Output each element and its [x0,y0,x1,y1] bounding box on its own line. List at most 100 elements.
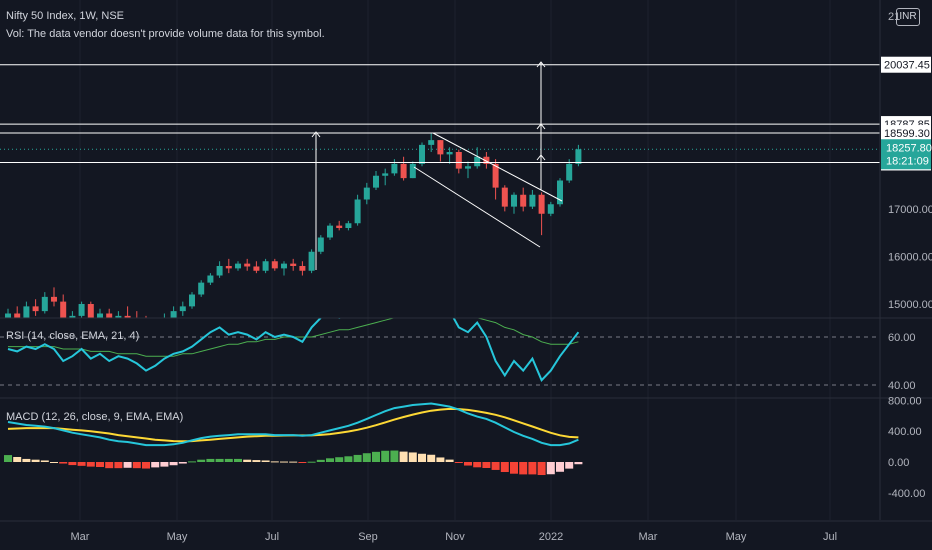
candle-body[interactable] [134,318,140,323]
candle-body[interactable] [253,266,260,271]
rsi-pane[interactable] [0,294,932,399]
candle-body[interactable] [492,163,499,188]
candle-body[interactable] [419,144,425,164]
candle-body[interactable] [281,263,287,269]
candle-body[interactable] [262,261,269,271]
macd-histogram-bar[interactable] [473,462,482,468]
candle-body[interactable] [446,152,453,155]
candle-body[interactable] [152,325,158,332]
candle-body[interactable] [575,149,582,164]
candle-body[interactable] [235,263,241,269]
candle-body[interactable] [198,282,205,295]
macd-histogram-bar[interactable] [22,458,31,462]
candle-body[interactable] [225,266,232,269]
macd-histogram-bar[interactable] [427,454,436,462]
macd-histogram-bar[interactable] [353,454,362,462]
macd-histogram-bar[interactable] [280,461,288,463]
candle-body[interactable] [179,306,186,312]
macd-histogram-bar[interactable] [408,452,417,462]
candle-body[interactable] [538,194,545,214]
candle-body[interactable] [501,187,508,207]
macd-histogram-bar[interactable] [307,461,316,463]
candle-body[interactable] [428,140,435,145]
candle-body[interactable] [566,163,573,181]
macd-histogram-bar[interactable] [436,457,445,462]
candle-body[interactable] [363,187,370,200]
candle-body[interactable] [216,266,223,276]
candle-body[interactable] [336,225,343,228]
candle-body[interactable] [511,194,517,207]
macd-histogram-bar[interactable] [68,462,77,466]
candle-body[interactable] [373,175,379,188]
macd-histogram-bar[interactable] [215,458,224,462]
candle-body[interactable] [5,313,11,324]
candle-body[interactable] [97,313,103,319]
candle-body[interactable] [529,194,536,207]
candle-body[interactable] [41,296,48,312]
candle-body[interactable] [557,180,563,205]
macd-histogram-bar[interactable] [519,462,528,475]
macd-histogram-bar[interactable] [40,460,49,462]
macd-histogram-bar[interactable] [316,459,325,462]
macd-histogram-bar[interactable] [399,451,408,462]
macd-histogram-bar[interactable] [96,462,104,468]
macd-line[interactable] [7,402,579,447]
macd-histogram-bar[interactable] [381,450,390,462]
candle-body[interactable] [520,194,527,207]
candle-body[interactable] [106,313,113,321]
macd-histogram-bar[interactable] [556,462,564,472]
macd-histogram-bar[interactable] [372,451,380,462]
candle-body[interactable] [87,304,94,318]
macd-histogram-bar[interactable] [289,461,298,463]
candle-body[interactable] [189,294,195,307]
macd-histogram-bar[interactable] [188,461,196,463]
rsi-line[interactable] [7,294,580,382]
macd-histogram-bar[interactable] [445,459,454,462]
candle-body[interactable] [455,152,462,169]
macd-histogram-bar[interactable] [178,462,187,464]
macd-histogram-bar[interactable] [105,462,114,469]
macd-histogram-bar[interactable] [270,461,279,463]
macd-histogram-bar[interactable] [454,462,463,463]
time-axis[interactable]: Mar May Jul Sep Nov 2022 Mar May Jul [0,520,932,543]
macd-histogram-bar[interactable] [142,462,150,469]
macd-histogram-bar[interactable] [31,459,40,462]
candle-body[interactable] [124,315,131,318]
macd-histogram-bar[interactable] [335,457,344,462]
candle-body[interactable] [60,301,67,323]
candle-body[interactable] [78,304,85,316]
macd-histogram-bar[interactable] [197,459,206,462]
price-plot-area[interactable] [5,133,582,337]
candle-body[interactable] [465,166,471,169]
candle-body[interactable] [115,315,122,321]
macd-histogram-bar[interactable] [500,462,509,473]
level-price-badge[interactable] [881,56,931,73]
macd-pane[interactable] [4,402,583,476]
price-axis[interactable]: 2117000.0016000.0015000.0020037.4518787.… [879,0,932,520]
macd-histogram-bar[interactable] [224,458,233,462]
horizontal-levels[interactable] [0,64,880,163]
macd-histogram-bar[interactable] [252,460,261,462]
macd-histogram-bar[interactable] [482,462,491,469]
candle-body[interactable] [143,323,149,333]
candle-body[interactable] [308,251,315,271]
candle-body[interactable] [437,140,444,155]
candle-body[interactable] [161,318,167,325]
macd-histogram-bar[interactable] [169,462,178,466]
candle-body[interactable] [409,163,416,179]
macd-histogram-bar[interactable] [86,462,95,467]
macd-histogram-bar[interactable] [491,462,500,470]
candle-body[interactable] [317,237,324,252]
macd-histogram-bar[interactable] [132,462,141,469]
macd-histogram-bar[interactable] [565,462,574,469]
macd-histogram-bar[interactable] [13,456,22,462]
macd-histogram-bar[interactable] [546,462,555,475]
candle-body[interactable] [391,163,398,174]
macd-histogram-bar[interactable] [4,455,12,462]
candle-body[interactable] [354,199,361,224]
macd-histogram-bar[interactable] [261,460,270,462]
macd-histogram-bar[interactable] [206,458,215,462]
candle-body[interactable] [23,306,30,318]
macd-histogram-bar[interactable] [123,462,132,468]
candle-body[interactable] [69,315,76,323]
